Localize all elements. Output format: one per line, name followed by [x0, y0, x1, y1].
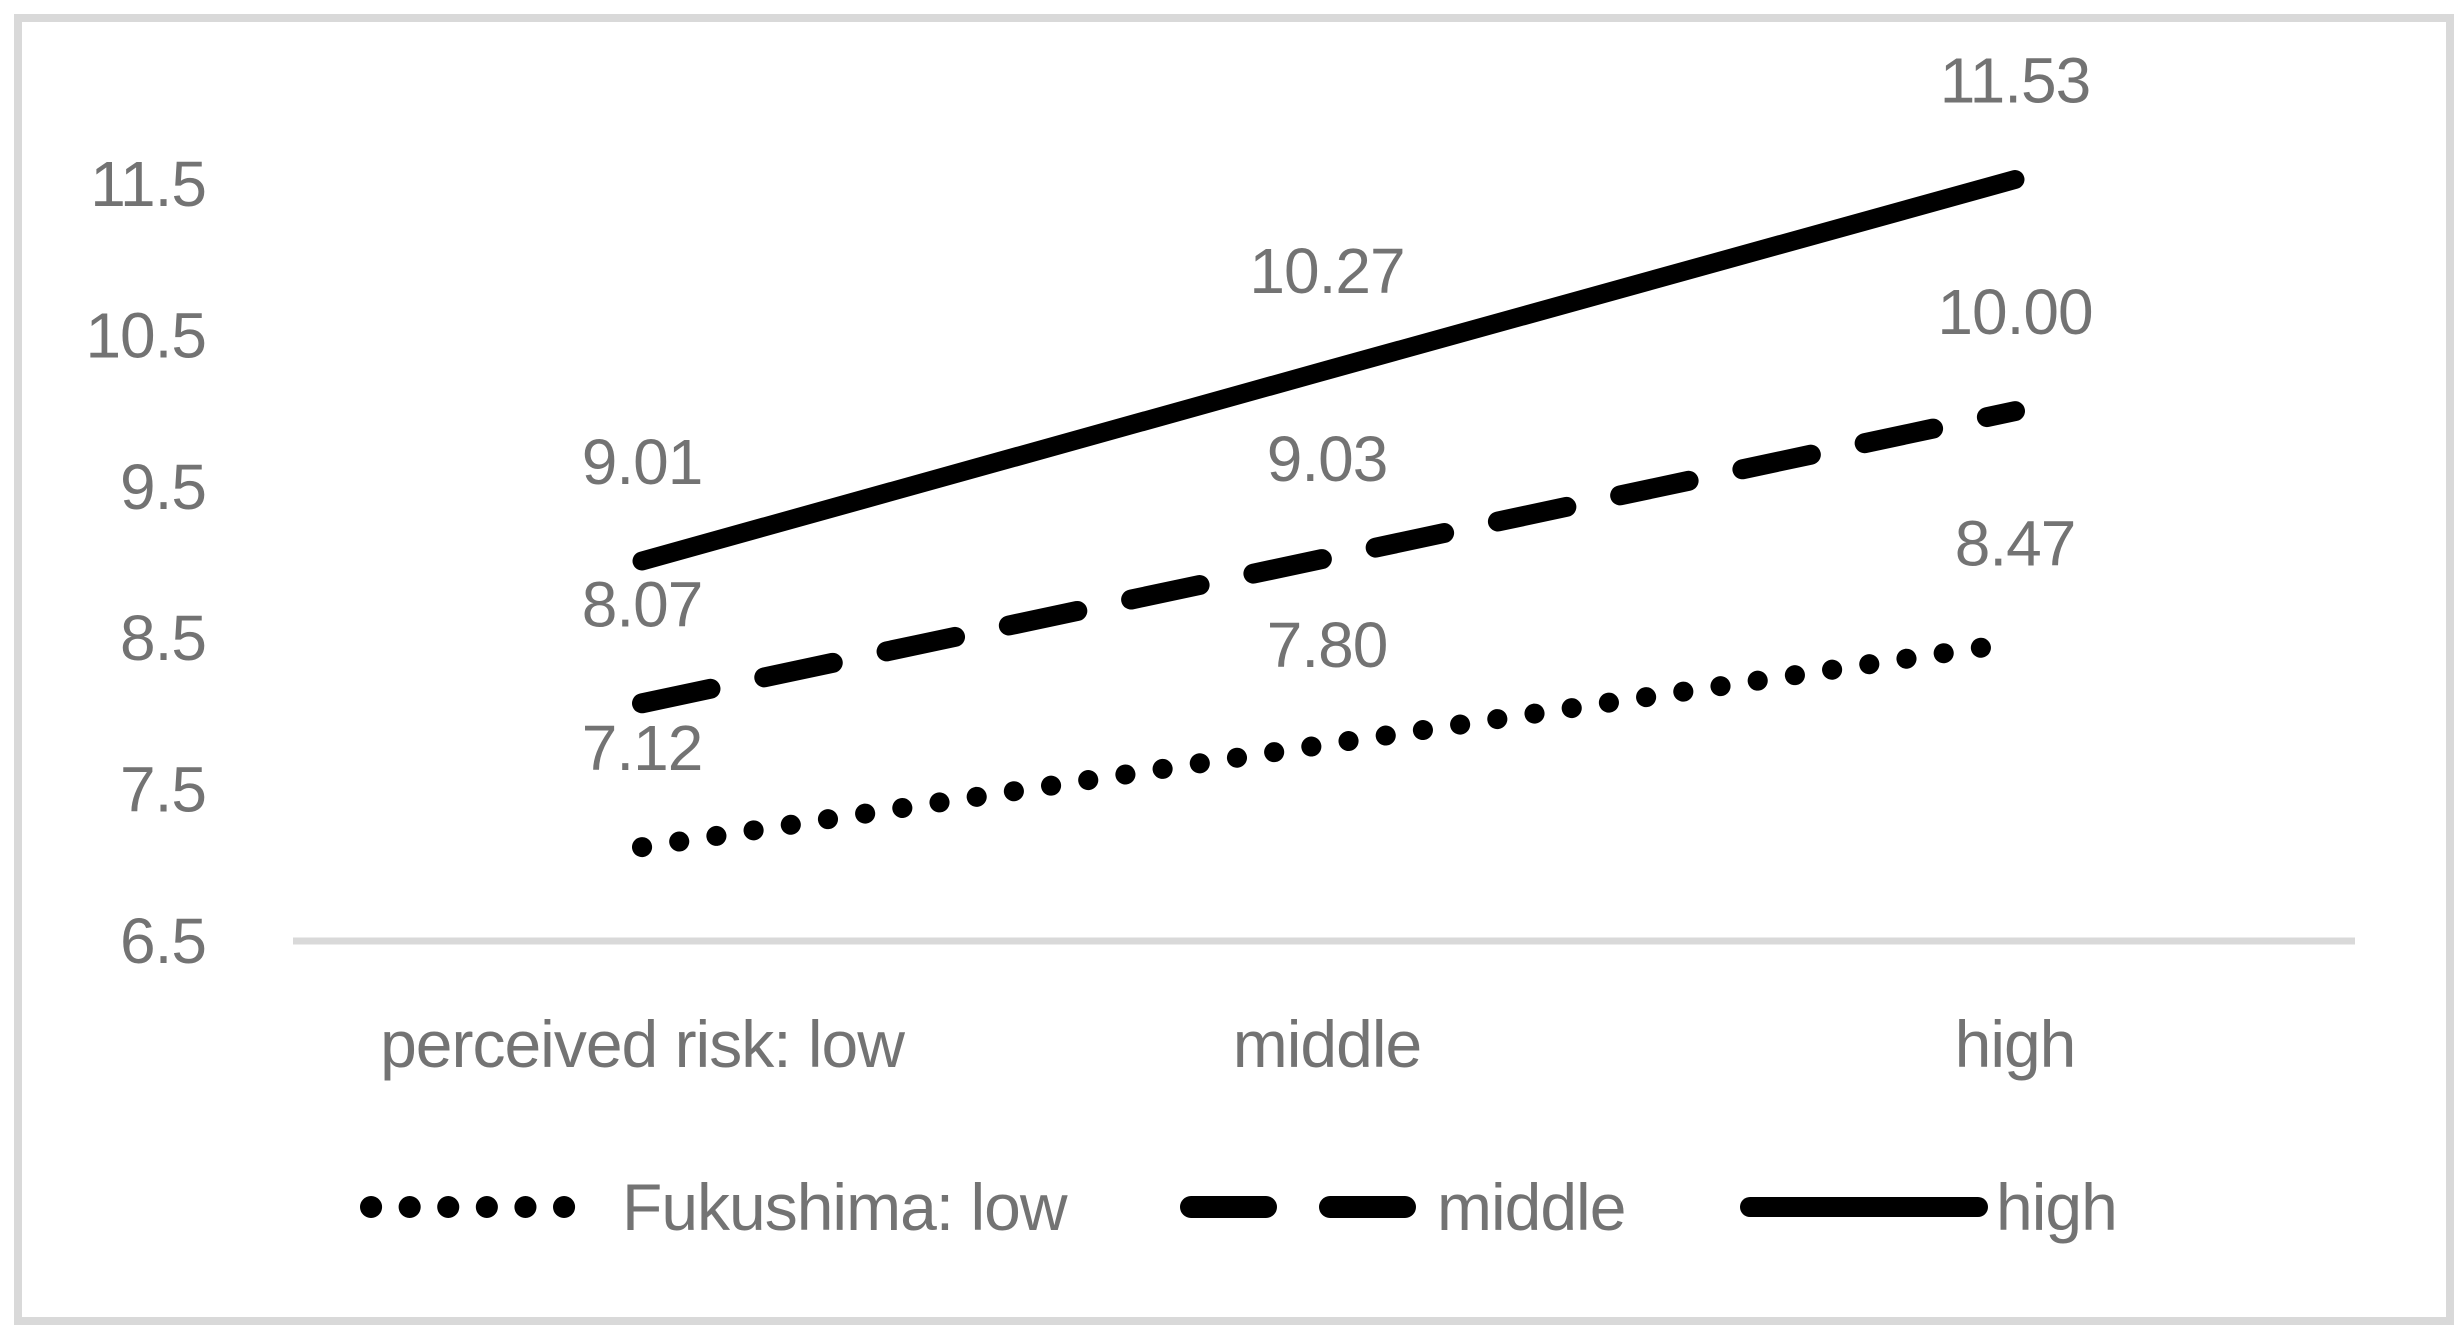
- legend-label: high: [1996, 1170, 2117, 1244]
- data-labels: 7.12 7.80 8.47 8.07 9.03 10.00 9.01 10.27 11.53: [582, 44, 2094, 784]
- y-axis-tick-labels: 6.5 7.5 8.5 9.5 10.5 11.5: [85, 148, 207, 977]
- y-axis-tick-label: 11.5: [90, 148, 206, 220]
- x-axis-category-label: high: [1955, 1007, 2076, 1081]
- legend-label: middle: [1437, 1170, 1625, 1244]
- data-label: 7.80: [1267, 609, 1388, 681]
- series-line-solid: [632, 170, 2025, 571]
- y-axis-tick-label: 9.5: [120, 451, 206, 523]
- series-line-dashed: [632, 401, 2025, 714]
- x-axis-category-labels: perceived risk: low middle high: [380, 1007, 2076, 1081]
- y-axis-tick-label: 8.5: [120, 602, 206, 674]
- data-label: 10.27: [1249, 235, 1404, 307]
- data-label: 8.07: [582, 568, 703, 640]
- data-label: 9.03: [1267, 423, 1388, 495]
- data-label: 11.53: [1940, 44, 2090, 116]
- data-label: 7.12: [582, 712, 703, 784]
- x-axis-category-label: perceived risk: low: [380, 1007, 905, 1081]
- chart-frame-border: [14, 14, 2454, 1325]
- data-label: 10.00: [1937, 276, 2092, 348]
- series-lines: [632, 170, 2025, 858]
- data-label: 8.47: [1955, 508, 2076, 580]
- y-axis-tick-label: 10.5: [85, 299, 206, 371]
- legend-label: Fukushima: low: [622, 1170, 1068, 1244]
- y-axis-tick-label: 6.5: [120, 905, 206, 977]
- y-axis-tick-label: 7.5: [120, 754, 206, 826]
- series-line-dotted: [632, 632, 2025, 858]
- x-axis-category-label: middle: [1233, 1007, 1421, 1081]
- legend: Fukushima: low middle high: [360, 1170, 2118, 1244]
- data-label: 9.01: [582, 426, 703, 498]
